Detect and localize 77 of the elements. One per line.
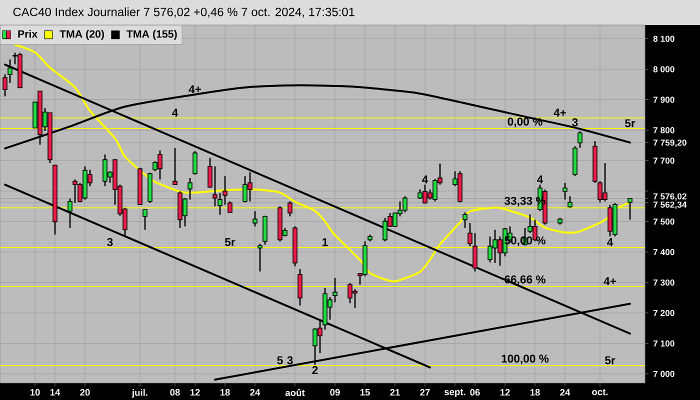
candlestick [628,197,632,220]
y-tick-label: 7 700 [653,158,674,164]
candlestick [562,182,568,200]
x-tick-label: 21 [390,389,400,396]
x-tick-label: 08 [170,389,180,396]
candlestick [228,200,232,214]
x-tick-label: 24 [250,389,260,396]
y-tick-label: 7 200 [653,310,674,316]
y-tick-label: 7 400 [653,249,674,256]
candlestick [462,212,468,229]
annotation: 4+ [554,108,566,117]
annotation: 5r [605,356,616,364]
x-tick-label: 15 [360,389,370,396]
candlestick [212,166,218,207]
candlestick [222,175,228,206]
x-tick-label: 12 [190,389,200,396]
candlestick [188,177,192,200]
y-tick-label: 7 900 [653,96,674,103]
candlestick [298,268,302,306]
y-tick-label: 7 500 [653,218,674,225]
candlestick [208,157,212,189]
legend-label: TMA (20) [60,30,104,40]
x-tick-label: 27 [420,389,430,396]
y-tick-label: 7 300 [653,279,674,286]
x-tick-label: 12 [500,389,510,396]
candlestick [568,196,572,208]
candlestick [258,243,262,272]
x-tick-label: août [285,389,305,396]
annotation: 5r [625,119,636,128]
legend-label: TMA (155) [126,30,177,40]
legend-label: Prix [18,30,38,38]
candlestick [172,147,178,186]
candlestick [472,232,478,272]
annotation: 2 [312,366,318,374]
x-tick-label: 10 [30,389,40,396]
y-tick-label: 7 800 [653,127,674,134]
annotation: 3 [572,118,578,126]
candlestick [218,192,222,216]
annotation: 3 [287,356,293,364]
annotation: 4+ [188,85,202,94]
y-tick-label: 7 000 [653,370,674,378]
x-tick-label: 09 [330,389,340,396]
y-tick-label: 7 759,20 [653,140,686,147]
candlestick [68,198,72,229]
x-tick-label: juil. [132,389,148,398]
annotation: 5r [225,238,236,246]
x-tick-label: 06 [470,389,480,396]
x-tick-label: 18 [530,389,540,396]
annotation: 3 [107,238,113,246]
annotation: 4 [607,238,614,246]
annotation: 4 [422,176,428,184]
annotation: 4 [537,176,544,184]
candlestick [252,210,258,228]
x-tick-label: 20 [80,389,90,396]
x-tick-label: sept. [444,389,466,398]
y-tick-label: 8 000 [653,66,674,72]
candlestick [192,150,198,176]
candlestick [288,200,292,218]
y-tick-label: 7 100 [653,340,674,347]
x-tick-label: 14 [50,389,60,396]
chart-title: CAC40 Index Journalier 7 576,02 +0,46 % 7 oct. 2024, 17:35:01 [13,7,354,18]
annotation: 5 [277,356,283,364]
x-tick-label: 24 [560,389,570,396]
annotation: 100,00 % [502,354,549,364]
y-tick-label: 8 100 [653,36,674,42]
candlestick [332,277,338,303]
x-tick-label: oct. [592,389,608,396]
x-tick-label: 18 [220,389,230,396]
annotation: 33,33 % [504,196,546,206]
y-tick-label: 7 576,02 [653,193,686,201]
annotation: 4 [172,108,178,117]
candlestick [142,208,148,230]
y-tick-label: 7 562,34 [653,202,687,209]
annotation: 1 [322,238,328,246]
annotation: 4+ [604,277,616,286]
candlestick [468,222,472,247]
candlestick [2,74,8,97]
